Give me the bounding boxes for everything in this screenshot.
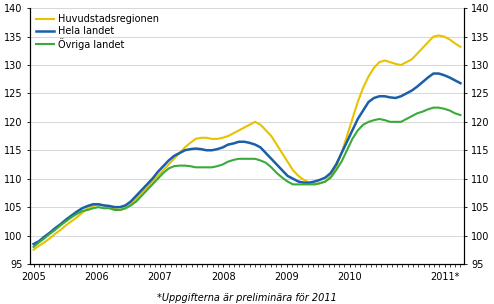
Huvudstadsregionen xyxy=(31,248,37,252)
Text: *Uppgifterna är preliminära för 2011: *Uppgifterna är preliminära för 2011 xyxy=(157,293,337,303)
Line: Hela landet: Hela landet xyxy=(34,74,460,244)
Övriga landet xyxy=(285,180,290,183)
Huvudstadsregionen xyxy=(285,160,290,164)
Huvudstadsregionen xyxy=(457,45,463,49)
Hela landet xyxy=(220,146,226,149)
Övriga landet xyxy=(323,180,329,183)
Huvudstadsregionen xyxy=(323,180,329,183)
Hela landet xyxy=(457,81,463,85)
Huvudstadsregionen xyxy=(220,136,226,140)
Huvudstadsregionen xyxy=(409,57,415,61)
Line: Huvudstadsregionen: Huvudstadsregionen xyxy=(34,36,460,250)
Hela landet xyxy=(323,176,329,179)
Hela landet xyxy=(430,72,436,75)
Övriga landet xyxy=(457,113,463,117)
Övriga landet xyxy=(290,183,296,186)
Hela landet xyxy=(290,177,296,181)
Legend: Huvudstadsregionen, Hela landet, Övriga landet: Huvudstadsregionen, Hela landet, Övriga … xyxy=(34,11,162,53)
Övriga landet xyxy=(430,106,436,109)
Övriga landet xyxy=(306,183,312,186)
Huvudstadsregionen xyxy=(436,34,442,37)
Övriga landet xyxy=(31,245,37,249)
Huvudstadsregionen xyxy=(290,168,296,172)
Huvudstadsregionen xyxy=(306,181,312,185)
Line: Övriga landet: Övriga landet xyxy=(34,108,460,247)
Hela landet xyxy=(31,242,37,246)
Hela landet xyxy=(409,89,415,92)
Hela landet xyxy=(306,181,312,185)
Övriga landet xyxy=(409,114,415,118)
Hela landet xyxy=(285,174,290,178)
Övriga landet xyxy=(220,163,226,166)
